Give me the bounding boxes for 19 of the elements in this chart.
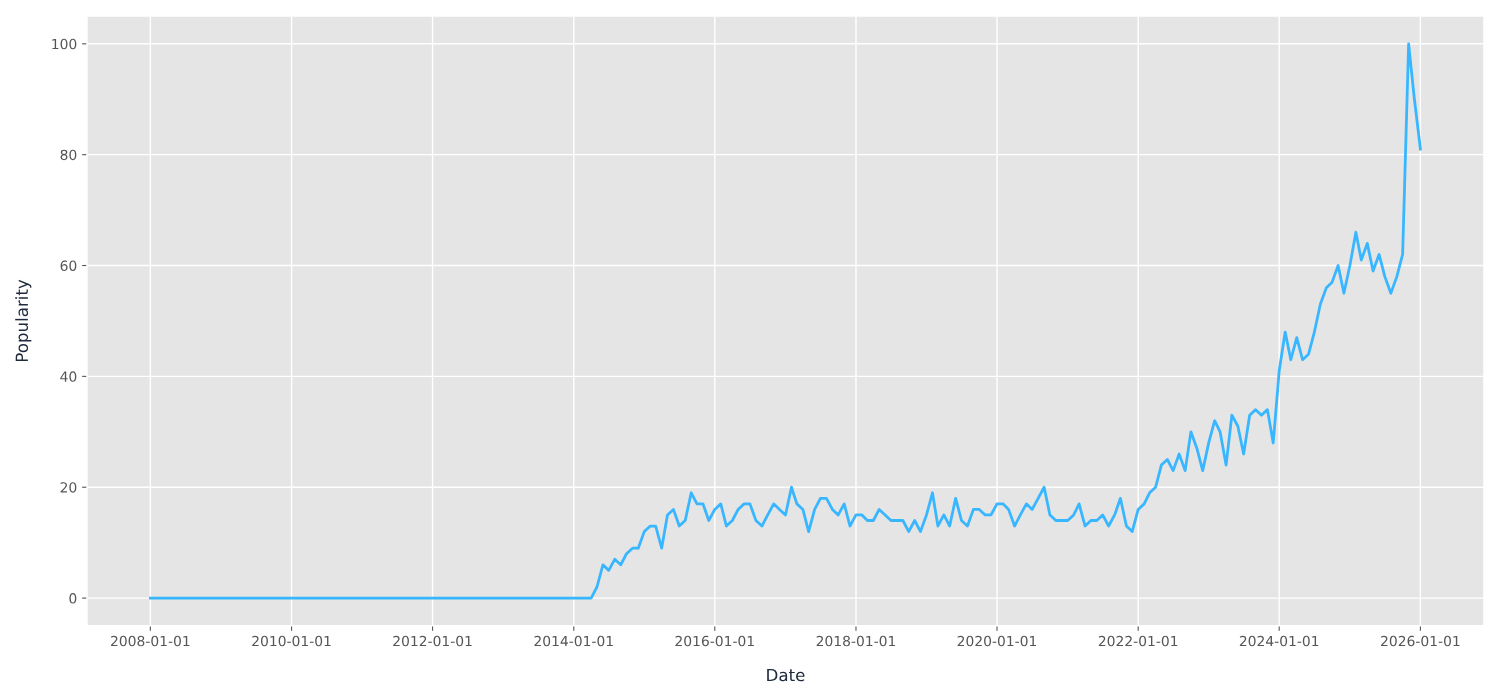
y-tick-label: 20 <box>60 482 77 493</box>
x-tick-label: 2008-01-01 <box>111 635 190 647</box>
line-series <box>148 42 1422 600</box>
y-tick-label: 0 <box>69 593 77 604</box>
y-tick-label: 80 <box>60 149 77 161</box>
y-tick-label: 100 <box>52 38 77 50</box>
x-tick-label: 2014-01-01 <box>534 635 613 647</box>
x-tick-label: 2020-01-01 <box>957 635 1037 647</box>
y-tick-label: 40 <box>60 371 77 382</box>
x-tick-label: 2010-01-01 <box>252 635 331 647</box>
x-tick-label: 2022-01-01 <box>1098 635 1178 647</box>
y-tick-label: 60 <box>60 260 77 271</box>
y-axis-title: Popularity <box>15 279 32 362</box>
x-tick-label: 2016-01-01 <box>675 635 754 647</box>
x-tick-label: 2018-01-01 <box>816 635 896 647</box>
x-tick-label: 2026-01-01 <box>1381 635 1460 647</box>
x-axis-title: Date <box>767 668 805 682</box>
x-tick-label: 2012-01-01 <box>393 635 472 647</box>
x-tick-label: 2024-01-01 <box>1239 635 1319 647</box>
